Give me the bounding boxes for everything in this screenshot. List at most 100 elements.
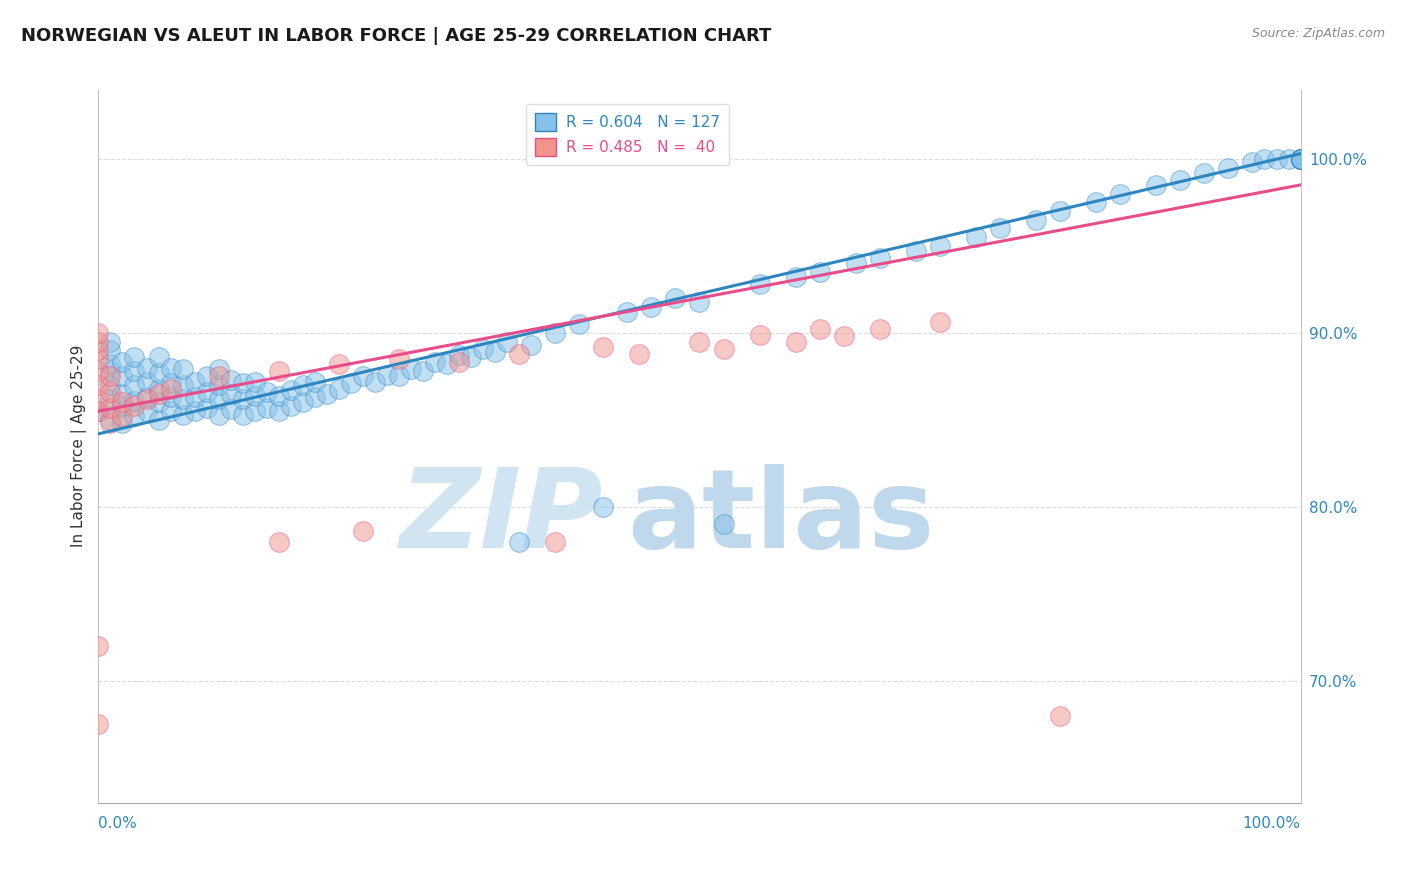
Point <box>713 342 735 356</box>
Point <box>172 362 194 376</box>
Point <box>195 401 218 415</box>
Point <box>219 402 242 417</box>
Point <box>280 384 302 398</box>
Point <box>315 386 337 401</box>
Point <box>544 534 567 549</box>
Point <box>208 408 231 422</box>
Point <box>808 322 831 336</box>
Point <box>124 364 146 378</box>
Point <box>87 343 110 358</box>
Point <box>1085 195 1108 210</box>
Legend: R = 0.604   N = 127, R = 0.485   N =  40: R = 0.604 N = 127, R = 0.485 N = 40 <box>526 104 728 165</box>
Point <box>1241 155 1264 169</box>
Point <box>159 376 181 391</box>
Point <box>111 399 134 413</box>
Point <box>267 364 290 378</box>
Point <box>460 350 482 364</box>
Point <box>172 378 194 392</box>
Point <box>412 364 434 378</box>
Point <box>256 401 278 415</box>
Point <box>243 375 266 389</box>
Point <box>869 251 891 265</box>
Point <box>592 340 614 354</box>
Point <box>785 334 807 349</box>
Point <box>904 244 927 258</box>
Point <box>1049 708 1071 723</box>
Point <box>291 395 314 409</box>
Y-axis label: In Labor Force | Age 25-29: In Labor Force | Age 25-29 <box>72 345 87 547</box>
Point <box>388 369 411 384</box>
Point <box>364 375 387 389</box>
Point <box>87 326 110 340</box>
Point <box>1289 152 1312 166</box>
Point <box>195 369 218 384</box>
Point <box>183 404 205 418</box>
Text: 0.0%: 0.0% <box>98 816 138 831</box>
Point <box>375 368 398 382</box>
Point <box>616 305 638 319</box>
Point <box>111 369 134 384</box>
Point <box>100 385 122 400</box>
Point <box>1289 152 1312 166</box>
Point <box>1289 152 1312 166</box>
Point <box>544 326 567 340</box>
Point <box>280 399 302 413</box>
Point <box>1049 204 1071 219</box>
Point <box>87 392 110 406</box>
Point <box>208 378 231 392</box>
Point <box>232 408 254 422</box>
Point <box>808 265 831 279</box>
Point <box>87 717 110 731</box>
Point <box>965 230 987 244</box>
Point <box>100 334 122 349</box>
Point <box>291 378 314 392</box>
Point <box>87 378 110 392</box>
Point <box>568 317 591 331</box>
Point <box>100 401 122 415</box>
Point <box>232 392 254 406</box>
Point <box>1289 152 1312 166</box>
Point <box>640 300 662 314</box>
Point <box>183 390 205 404</box>
Point <box>267 404 290 418</box>
Point <box>1194 166 1216 180</box>
Point <box>1109 186 1132 201</box>
Point <box>1289 152 1312 166</box>
Point <box>172 408 194 422</box>
Point <box>256 385 278 400</box>
Point <box>87 351 110 366</box>
Point <box>628 347 651 361</box>
Point <box>135 375 157 389</box>
Point <box>592 500 614 514</box>
Point <box>304 390 326 404</box>
Point <box>1289 152 1312 166</box>
Point <box>328 382 350 396</box>
Point <box>447 349 470 363</box>
Point <box>124 399 146 413</box>
Point <box>100 364 122 378</box>
Point <box>484 345 506 359</box>
Point <box>1253 152 1275 166</box>
Point <box>496 334 519 349</box>
Point <box>219 373 242 387</box>
Point <box>436 357 458 371</box>
Point <box>1289 152 1312 166</box>
Point <box>87 404 110 418</box>
Point <box>472 342 495 356</box>
Point <box>1277 152 1299 166</box>
Point <box>148 350 170 364</box>
Point <box>988 221 1011 235</box>
Point <box>688 334 710 349</box>
Point <box>148 386 170 401</box>
Point <box>135 390 157 404</box>
Point <box>1289 152 1312 166</box>
Point <box>124 409 146 424</box>
Point <box>1289 152 1312 166</box>
Text: atlas: atlas <box>627 464 935 571</box>
Point <box>1289 152 1312 166</box>
Point <box>1289 152 1312 166</box>
Point <box>267 534 290 549</box>
Point <box>1289 152 1312 166</box>
Point <box>399 362 422 376</box>
Point <box>148 413 170 427</box>
